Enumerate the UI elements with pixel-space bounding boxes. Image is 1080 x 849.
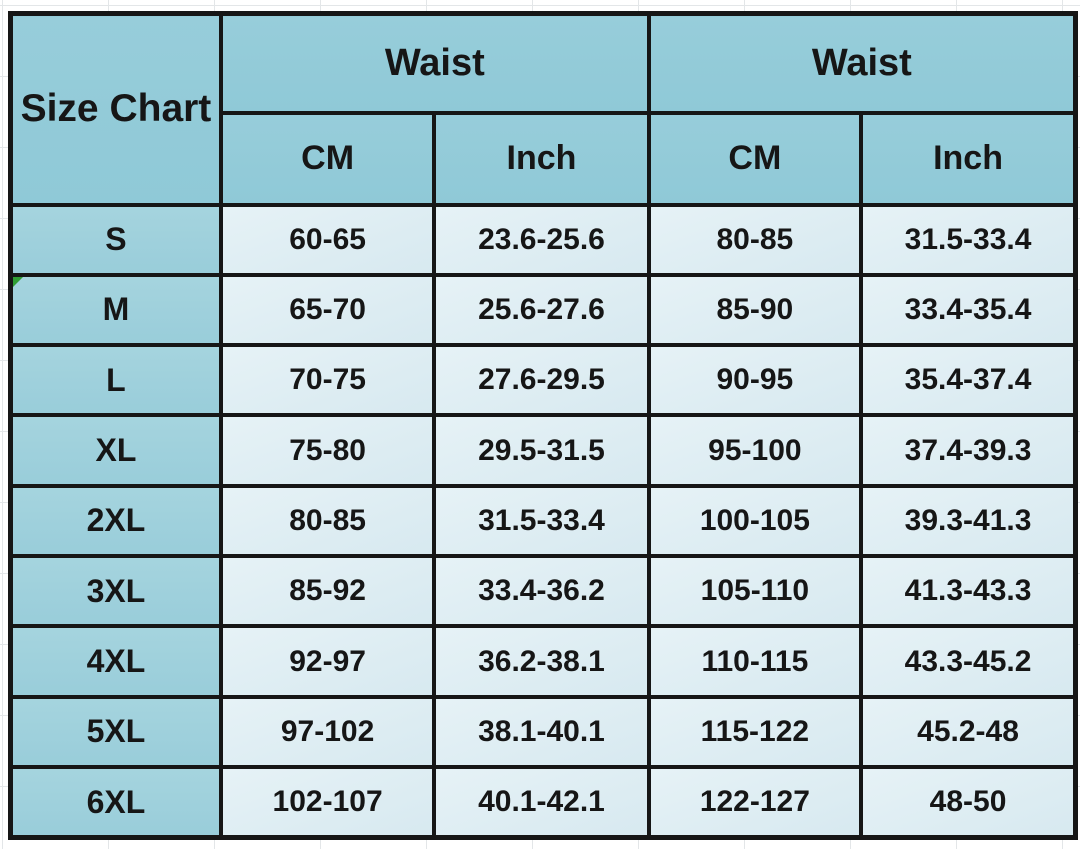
data-cell: 110-115 xyxy=(646,624,864,699)
data-cell: 40.1-42.1 xyxy=(432,765,651,840)
data-cell: 35.4-37.4 xyxy=(859,343,1078,418)
table-row: 4XL 92-97 36.2-38.1 110-115 43.3-45.2 xyxy=(8,624,1078,699)
data-cell: 60-65 xyxy=(218,202,437,277)
data-cell: 102-107 xyxy=(218,765,437,840)
size-cell: M xyxy=(8,272,223,348)
data-cell: 97-102 xyxy=(218,694,437,770)
table-row: 3XL 85-92 33.4-36.2 105-110 41.3-43.3 xyxy=(8,554,1078,629)
data-cell: 65-70 xyxy=(218,272,437,348)
data-cell: 85-92 xyxy=(218,554,437,629)
data-cell: 23.6-25.6 xyxy=(432,202,651,277)
data-cell: 48-50 xyxy=(859,765,1078,840)
size-cell: S xyxy=(8,202,223,277)
table-row: 2XL 80-85 31.5-33.4 100-105 39.3-41.3 xyxy=(8,483,1078,559)
table-row: S 60-65 23.6-25.6 80-85 31.5-33.4 xyxy=(8,202,1078,277)
size-cell: 3XL xyxy=(8,554,223,629)
cm-header-left: CM xyxy=(218,110,437,207)
size-cell: 4XL xyxy=(8,624,223,699)
size-cell: XL xyxy=(8,413,223,488)
data-cell: 70-75 xyxy=(218,343,437,418)
excel-error-marker-icon xyxy=(13,276,23,287)
data-cell: 95-100 xyxy=(646,413,864,488)
data-cell: 122-127 xyxy=(646,765,864,840)
inch-header-left: Inch xyxy=(432,110,651,207)
data-cell: 105-110 xyxy=(646,554,864,629)
data-cell: 36.2-38.1 xyxy=(432,624,651,699)
data-cell: 37.4-39.3 xyxy=(859,413,1078,488)
data-cell: 100-105 xyxy=(646,483,864,559)
data-cell: 31.5-33.4 xyxy=(859,202,1078,277)
size-cell: 2XL xyxy=(8,483,223,559)
data-cell: 75-80 xyxy=(218,413,437,488)
data-cell: 80-85 xyxy=(218,483,437,559)
size-label: M xyxy=(102,291,130,328)
data-cell: 31.5-33.4 xyxy=(432,483,651,559)
data-cell: 85-90 xyxy=(646,272,864,348)
data-cell: 80-85 xyxy=(646,202,864,277)
size-cell: 6XL xyxy=(8,765,223,840)
waist-group-header-right: Waist xyxy=(646,11,1078,115)
data-cell: 90-95 xyxy=(646,343,864,418)
data-cell: 29.5-31.5 xyxy=(432,413,651,488)
data-cell: 38.1-40.1 xyxy=(432,694,651,770)
size-cell: L xyxy=(8,343,223,418)
size-cell: 5XL xyxy=(8,694,223,770)
data-cell: 41.3-43.3 xyxy=(859,554,1078,629)
size-chart-title-cell: Size Chart xyxy=(8,11,223,207)
waist-group-header-left: Waist xyxy=(218,11,651,115)
data-cell: 115-122 xyxy=(646,694,864,770)
size-chart-table: Size Chart Waist Waist CM Inch CM Inch S… xyxy=(8,11,1078,840)
cm-header-right: CM xyxy=(646,110,864,207)
data-cell: 33.4-35.4 xyxy=(859,272,1078,348)
table-row: XL 75-80 29.5-31.5 95-100 37.4-39.3 xyxy=(8,413,1078,488)
data-cell: 45.2-48 xyxy=(859,694,1078,770)
data-cell: 25.6-27.6 xyxy=(432,272,651,348)
data-cell: 27.6-29.5 xyxy=(432,343,651,418)
table-row: 5XL 97-102 38.1-40.1 115-122 45.2-48 xyxy=(8,694,1078,770)
table-row: 6XL 102-107 40.1-42.1 122-127 48-50 xyxy=(8,765,1078,840)
table-row: M 65-70 25.6-27.6 85-90 33.4-35.4 xyxy=(8,272,1078,348)
data-cell: 33.4-36.2 xyxy=(432,554,651,629)
table-row: L 70-75 27.6-29.5 90-95 35.4-37.4 xyxy=(8,343,1078,418)
data-cell: 39.3-41.3 xyxy=(859,483,1078,559)
data-cell: 43.3-45.2 xyxy=(859,624,1078,699)
inch-header-right: Inch xyxy=(859,110,1078,207)
data-cell: 92-97 xyxy=(218,624,437,699)
